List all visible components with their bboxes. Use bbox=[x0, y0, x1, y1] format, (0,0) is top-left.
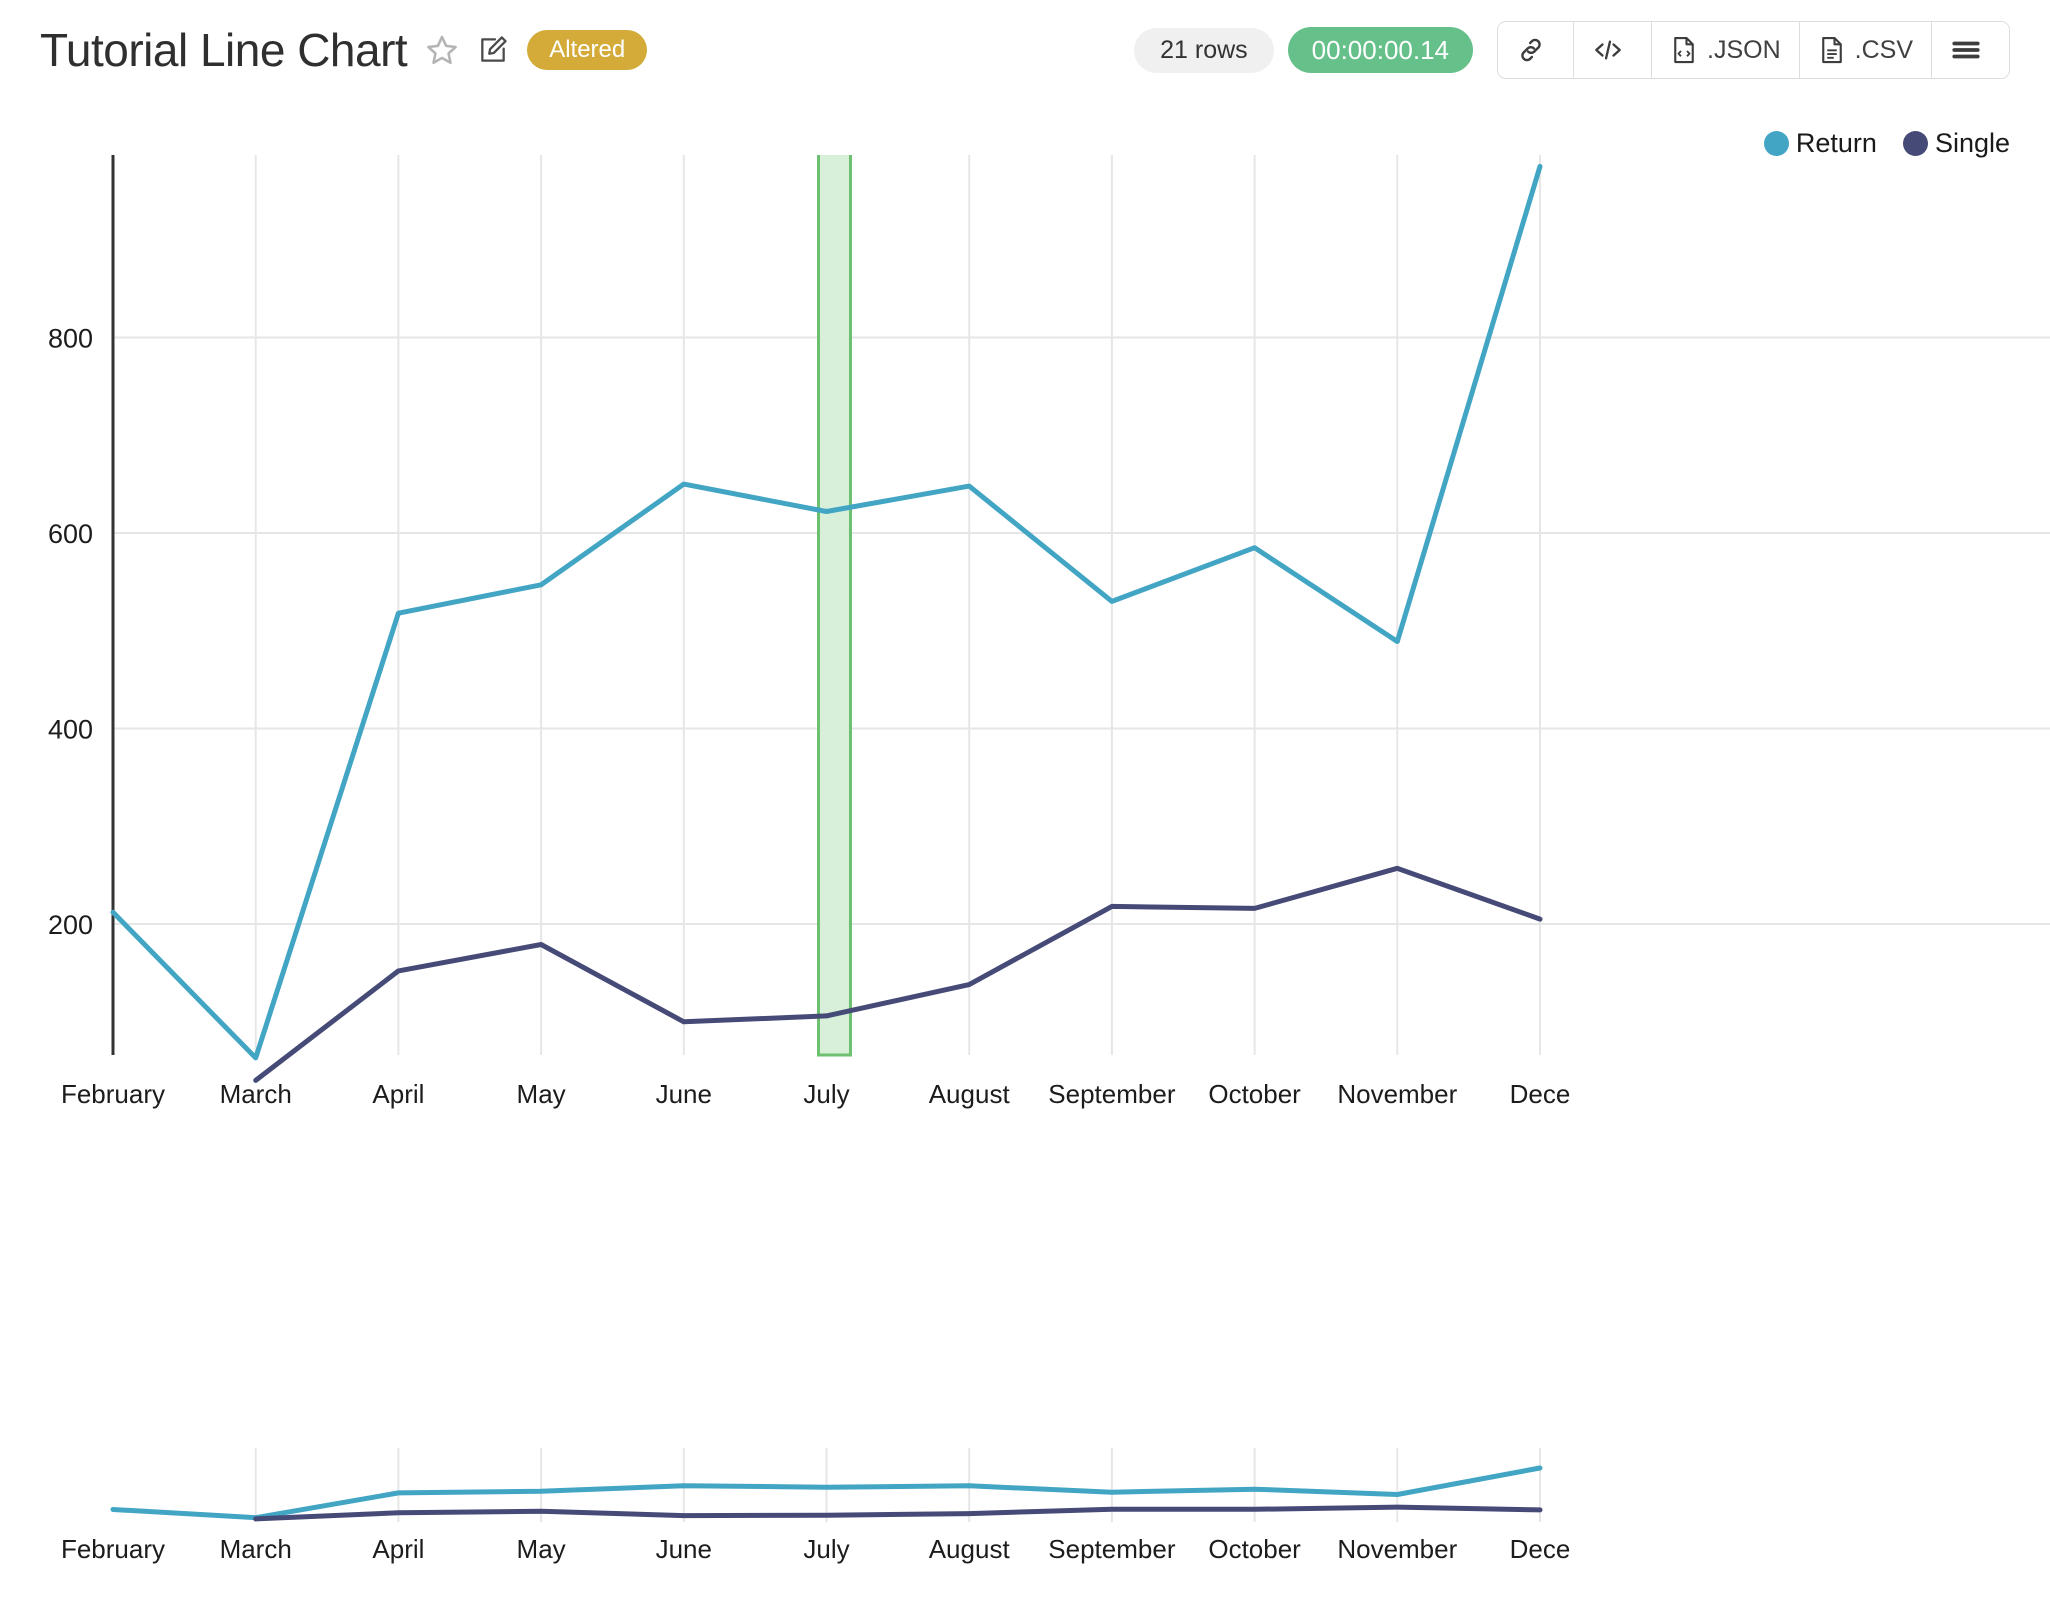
selection-band[interactable] bbox=[817, 155, 852, 1057]
overview-x-tick-label: August bbox=[929, 1534, 1011, 1564]
x-tick-label: September bbox=[1048, 1079, 1176, 1109]
row-count-badge: 21 rows bbox=[1134, 27, 1274, 73]
x-tick-label: March bbox=[220, 1079, 292, 1109]
series-line-return bbox=[110, 163, 1543, 1061]
menu-button[interactable] bbox=[1932, 22, 2009, 78]
overview-x-axis-ticks: February March April May June July August Septe… bbox=[61, 1534, 1570, 1564]
svg-text:400: 400 bbox=[48, 715, 93, 745]
overview-x-tick-label: October bbox=[1208, 1534, 1301, 1564]
svg-text:600: 600 bbox=[48, 519, 93, 549]
overview-x-tick-label: May bbox=[517, 1534, 566, 1564]
code-brackets-icon bbox=[1592, 35, 1624, 65]
series-line-single bbox=[253, 865, 1543, 1083]
legend-swatch-single bbox=[1902, 131, 1928, 156]
overview-x-tick-label: April bbox=[372, 1534, 424, 1564]
toolbar-button-group: .JSON .CSV bbox=[1497, 21, 2010, 79]
x-axis-ticks: February March April May June July August Septe… bbox=[61, 1079, 1570, 1109]
overview-x-tick-label: February bbox=[61, 1534, 165, 1564]
file-code-icon bbox=[1670, 35, 1698, 65]
header-actions: 21 rows 00:00:00.14 bbox=[1134, 21, 2010, 79]
x-tick-label: Dece bbox=[1510, 1079, 1571, 1109]
page-header: Tutorial Line Chart Altered 21 rows 00:0… bbox=[0, 0, 2050, 100]
svg-text:800: 800 bbox=[48, 324, 93, 354]
overview-x-tick-label: Dece bbox=[1510, 1534, 1571, 1564]
overview-x-tick-label: September bbox=[1048, 1534, 1176, 1564]
x-tick-label: August bbox=[929, 1079, 1011, 1109]
x-tick-label: June bbox=[656, 1079, 712, 1109]
overview-x-tick-label: June bbox=[656, 1534, 712, 1564]
export-json-button[interactable]: .JSON bbox=[1652, 22, 1800, 78]
overview-series-paths bbox=[110, 1465, 1543, 1522]
hamburger-menu-icon bbox=[1950, 37, 1982, 63]
chart-legend: Return Single bbox=[1763, 128, 2010, 159]
link-chain-icon bbox=[1516, 35, 1546, 65]
x-tick-label: October bbox=[1208, 1079, 1301, 1109]
export-json-button-label: .JSON bbox=[1707, 35, 1781, 64]
export-csv-button-label: .CSV bbox=[1854, 35, 1913, 64]
legend-item-single[interactable]: Single bbox=[1902, 128, 2010, 159]
legend-label-single: Single bbox=[1934, 128, 2010, 158]
title-group: Tutorial Line Chart Altered bbox=[40, 23, 648, 77]
export-csv-button[interactable]: .CSV bbox=[1799, 22, 1932, 78]
svg-text:200: 200 bbox=[48, 910, 93, 940]
series-paths bbox=[110, 163, 1543, 1083]
link-button[interactable] bbox=[1498, 22, 1575, 78]
x-tick-label: May bbox=[517, 1079, 566, 1109]
x-tick-label: February bbox=[61, 1079, 165, 1109]
legend-swatch-return bbox=[1763, 131, 1789, 156]
star-icon[interactable] bbox=[425, 33, 459, 67]
legend-label-return: Return bbox=[1795, 128, 1877, 158]
overview-chart-svg[interactable]: February March April May June July August Septe… bbox=[0, 1448, 2050, 1598]
overview-series-line-return bbox=[110, 1465, 1543, 1521]
overview-x-tick-label: March bbox=[220, 1534, 292, 1564]
gridlines bbox=[113, 155, 2050, 1055]
y-axis-ticks: 200 400 600 800 bbox=[48, 324, 93, 941]
edit-pencil-icon[interactable] bbox=[477, 34, 509, 66]
overview-chart[interactable]: February March April May June July August Septe… bbox=[0, 1448, 2050, 1598]
x-tick-label: July bbox=[803, 1079, 849, 1109]
execution-timer-badge: 00:00:00.14 bbox=[1287, 27, 1474, 73]
overview-series-line-single bbox=[253, 1504, 1543, 1522]
x-tick-label: April bbox=[372, 1079, 424, 1109]
overview-x-tick-label: July bbox=[803, 1534, 849, 1564]
page-title: Tutorial Line Chart bbox=[40, 24, 408, 76]
file-lines-icon bbox=[1818, 35, 1846, 65]
status-badge[interactable]: Altered bbox=[527, 30, 648, 70]
overview-x-tick-label: November bbox=[1337, 1534, 1457, 1564]
x-tick-label: November bbox=[1337, 1079, 1457, 1109]
legend-item-return[interactable]: Return bbox=[1763, 128, 1877, 159]
main-chart[interactable]: 200 400 600 800 February March April May June Ju… bbox=[0, 155, 2050, 1445]
main-chart-svg[interactable]: 200 400 600 800 February March April May June Ju… bbox=[0, 155, 2050, 1445]
embed-code-button[interactable] bbox=[1574, 22, 1653, 78]
